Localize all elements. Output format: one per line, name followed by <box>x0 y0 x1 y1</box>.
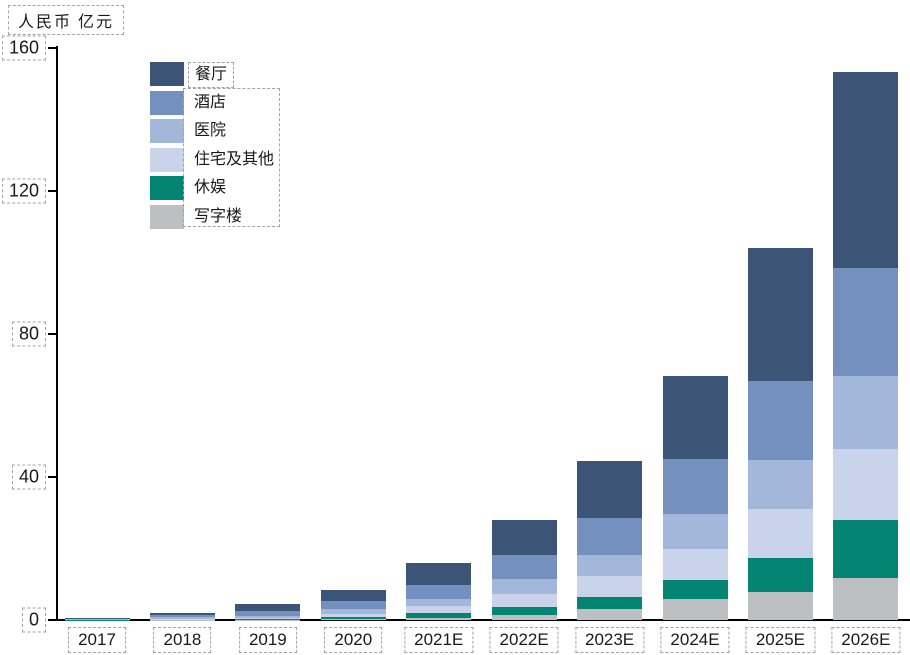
bar-segment-2020-休娱 <box>320 617 386 620</box>
y-tick-label: 80 <box>11 321 46 347</box>
y-tick-label: 120 <box>1 178 46 204</box>
x-tick-label-2021E: 2021E <box>404 627 474 653</box>
bar-segment-2018-住宅及其他 <box>149 618 215 620</box>
bar-segment-2018-医院 <box>149 617 215 619</box>
bar-segment-2019-医院 <box>235 616 301 618</box>
bar-segment-2024E-医院 <box>662 514 728 549</box>
x-tick-label-2018: 2018 <box>153 627 212 653</box>
bar-segment-2025E-餐厅 <box>747 247 813 381</box>
legend-swatch-休娱 <box>150 176 184 200</box>
bar-segment-2021E-写字楼 <box>406 617 472 620</box>
bar-segment-2019-休娱 <box>235 618 301 620</box>
bar-segment-2020-酒店 <box>320 601 386 609</box>
y-axis-title: 人民币 亿元 <box>8 5 125 35</box>
bar-segment-2025E-酒店 <box>747 380 813 460</box>
legend-swatch-住宅及其他 <box>150 147 184 172</box>
y-tick-mark <box>48 619 56 621</box>
y-tick-mark <box>48 190 56 192</box>
bar-segment-2022E-休娱 <box>491 607 557 615</box>
bar-segment-2021E-医院 <box>406 598 472 607</box>
bar-segment-2023E-餐厅 <box>577 460 643 518</box>
legend-swatch-酒店 <box>150 90 184 115</box>
bar-segment-2022E-酒店 <box>491 554 557 579</box>
x-axis-line <box>52 619 910 621</box>
bar-segment-2021E-餐厅 <box>406 563 472 585</box>
bar-segment-2026E-酒店 <box>833 268 899 376</box>
bar-segment-2024E-餐厅 <box>662 375 728 460</box>
bar-segment-2026E-住宅及其他 <box>833 449 899 520</box>
bar-segment-2023E-酒店 <box>577 517 643 555</box>
legend-label-餐厅: 餐厅 <box>188 62 235 88</box>
bar-segment-2023E-休娱 <box>577 596 643 610</box>
bar-segment-2023E-住宅及其他 <box>577 575 643 597</box>
x-tick-label-2025E: 2025E <box>745 627 816 653</box>
bar-segment-2023E-医院 <box>577 554 643 576</box>
bar-segment-2020-写字楼 <box>320 619 386 620</box>
bar-segment-2022E-写字楼 <box>491 614 557 620</box>
bar-segment-2026E-餐厅 <box>833 71 899 269</box>
y-tick-label: 160 <box>1 35 46 61</box>
bar-segment-2017-餐厅 <box>64 617 130 619</box>
bar-segment-2025E-写字楼 <box>747 592 813 620</box>
bar-segment-2023E-写字楼 <box>577 609 643 620</box>
x-tick-label-2022E: 2022E <box>489 627 559 653</box>
bar-segment-2020-餐厅 <box>320 589 386 602</box>
bar-segment-2017-酒店 <box>64 618 130 619</box>
x-tick-label-2026E: 2026E <box>831 627 901 653</box>
bar-segment-2022E-餐厅 <box>491 519 557 555</box>
bar-segment-2026E-写字楼 <box>833 577 899 620</box>
bar-segment-2025E-休娱 <box>747 557 813 593</box>
bar-segment-2024E-写字楼 <box>662 599 728 620</box>
y-axis-line <box>56 46 58 620</box>
bar-segment-2021E-住宅及其他 <box>406 606 472 613</box>
x-tick-label-2023E: 2023E <box>574 627 645 653</box>
legend-swatch-写字楼 <box>150 204 184 229</box>
legend-label-住宅及其他: 住宅及其他 <box>194 150 275 168</box>
bar-segment-2024E-酒店 <box>662 459 728 515</box>
bar-segment-2024E-住宅及其他 <box>662 548 728 580</box>
bar-segment-2026E-医院 <box>833 375 899 450</box>
legend-label-写字楼: 写字楼 <box>194 207 243 225</box>
legend-swatch-餐厅 <box>150 62 184 86</box>
bar-segment-2024E-休娱 <box>662 579 728 600</box>
bar-segment-2026E-休娱 <box>833 519 899 578</box>
x-tick-label-2020: 2020 <box>324 627 383 653</box>
y-tick-mark <box>48 333 56 335</box>
y-tick-mark <box>48 47 56 49</box>
bar-segment-2025E-住宅及其他 <box>747 509 813 558</box>
y-tick-label: 40 <box>11 464 46 490</box>
bar-segment-2021E-休娱 <box>406 612 472 618</box>
x-tick-label-2017: 2017 <box>68 627 126 653</box>
bar-segment-2020-住宅及其他 <box>320 613 386 618</box>
bar-segment-2019-酒店 <box>235 610 301 617</box>
legend-label-酒店: 酒店 <box>194 93 227 111</box>
bar-segment-2022E-医院 <box>491 578 557 595</box>
bar-segment-2018-酒店 <box>149 614 215 618</box>
x-tick-label-2024E: 2024E <box>660 627 730 653</box>
bar-segment-2025E-医院 <box>747 459 813 510</box>
x-tick-label-2019: 2019 <box>238 627 297 653</box>
legend-label-医院: 医院 <box>194 122 227 139</box>
legend-swatch-医院 <box>150 119 184 143</box>
bar-segment-2021E-酒店 <box>406 584 472 599</box>
y-tick-label: 0 <box>21 607 46 633</box>
bar-segment-2018-餐厅 <box>149 612 215 615</box>
y-tick-mark <box>48 476 56 478</box>
bar-segment-2022E-住宅及其他 <box>491 594 557 608</box>
bar-segment-2019-住宅及其他 <box>235 617 301 619</box>
legend-label-休娱: 休娱 <box>194 179 227 196</box>
bar-segment-2020-医院 <box>320 608 386 614</box>
bar-segment-2019-餐厅 <box>235 603 301 611</box>
